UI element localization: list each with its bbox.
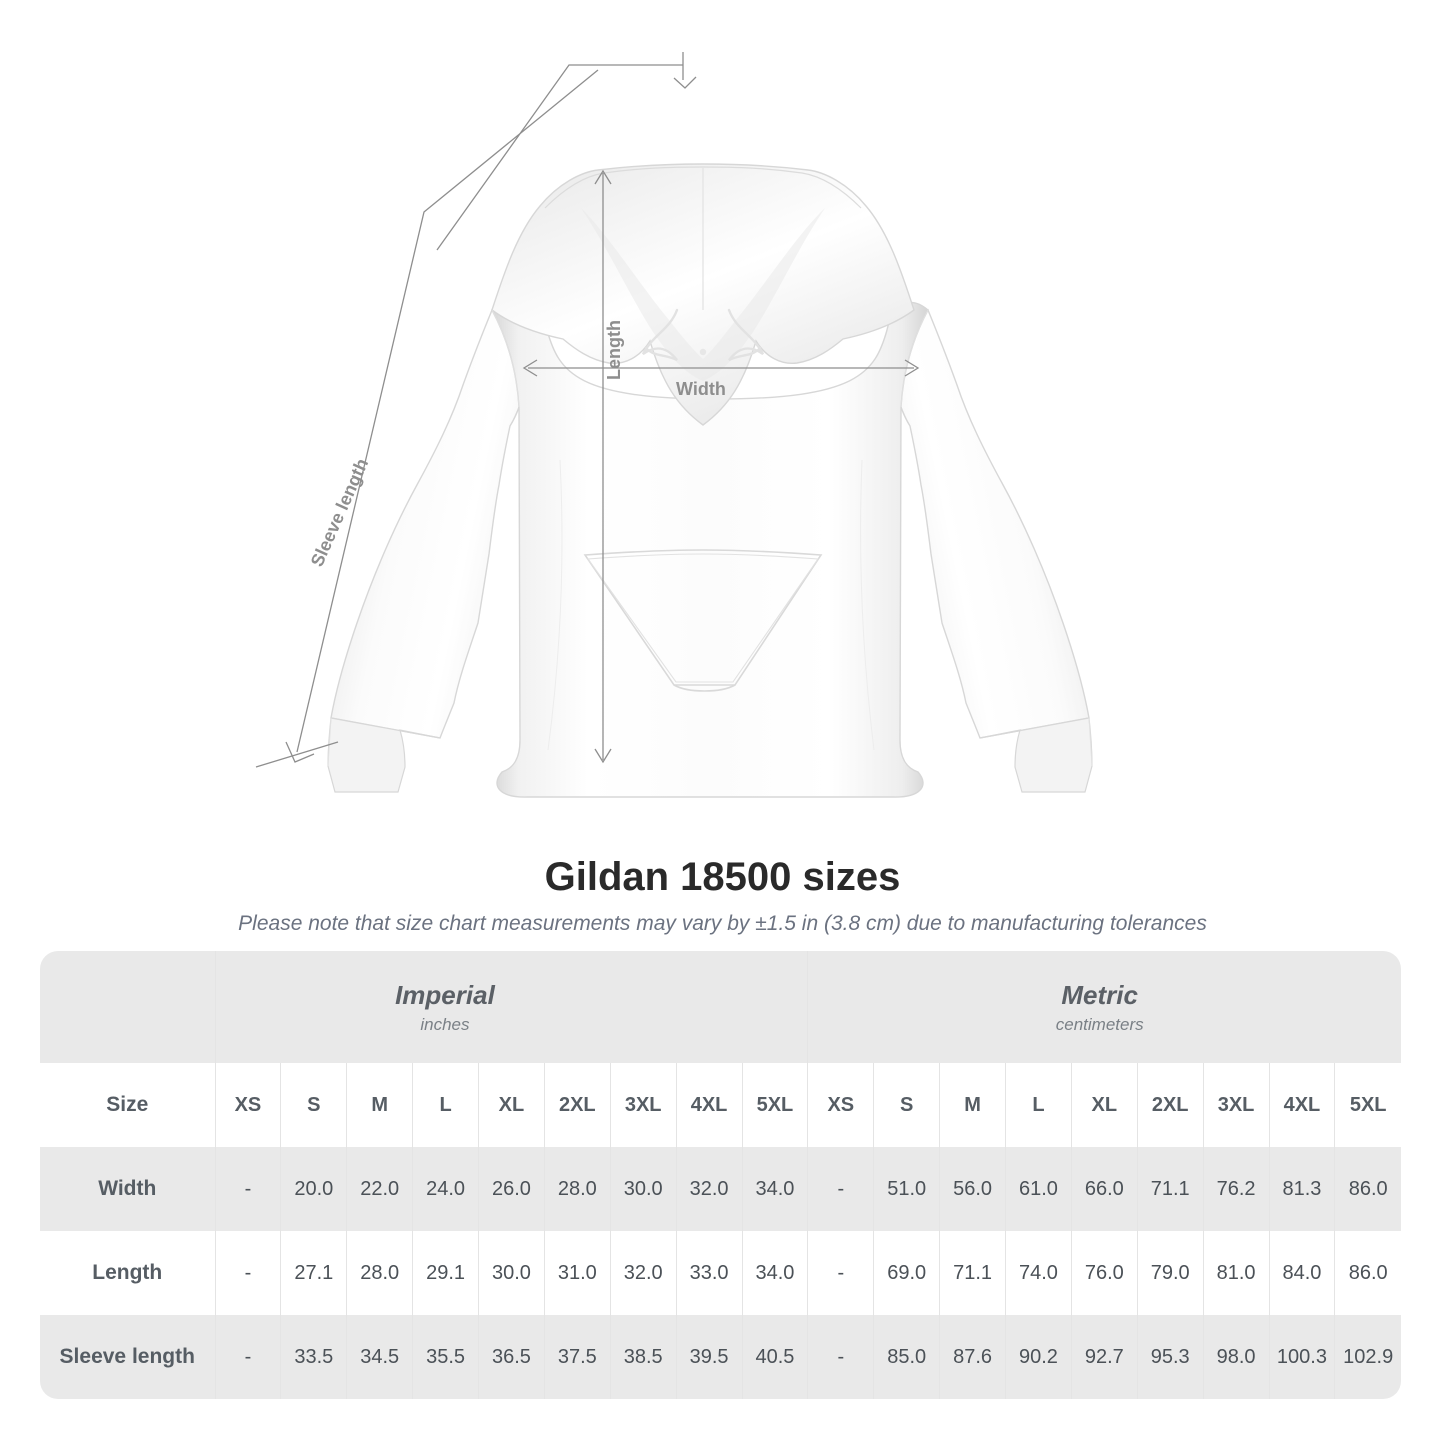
svg-text:Width: Width xyxy=(676,379,726,399)
svg-text:Length: Length xyxy=(604,320,624,380)
